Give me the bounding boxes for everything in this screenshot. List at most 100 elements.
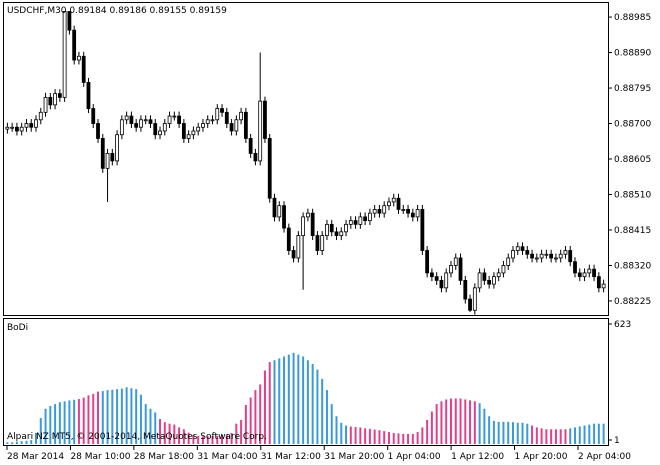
candle-body bbox=[196, 126, 201, 132]
candle bbox=[554, 253, 558, 263]
candle-body bbox=[587, 268, 592, 274]
price-tick-label: 0.88795 bbox=[614, 84, 651, 94]
candle bbox=[224, 107, 229, 128]
candle-body bbox=[296, 235, 301, 259]
candle bbox=[291, 246, 296, 263]
candle-body bbox=[377, 209, 382, 214]
candle bbox=[520, 242, 525, 255]
time-tick-label: 1 Apr 04:00 bbox=[388, 452, 441, 462]
candle-body bbox=[243, 111, 248, 139]
indicator-frame bbox=[3, 318, 609, 446]
candle bbox=[534, 253, 539, 263]
candle-body bbox=[86, 82, 91, 109]
candle bbox=[53, 89, 57, 110]
candle-body bbox=[387, 201, 391, 207]
candle-body bbox=[305, 212, 310, 218]
candle-body bbox=[215, 108, 220, 121]
candle-body bbox=[158, 130, 162, 136]
candle-body bbox=[57, 93, 62, 98]
candle-body bbox=[139, 119, 143, 128]
candle bbox=[430, 268, 434, 282]
candle-body bbox=[367, 212, 372, 222]
candle-body bbox=[38, 111, 43, 121]
time-tick-label: 31 Mar 20:00 bbox=[324, 452, 384, 462]
candle-body bbox=[210, 119, 215, 122]
candle bbox=[472, 283, 477, 315]
candle bbox=[277, 201, 282, 222]
candle-body bbox=[205, 119, 210, 124]
candle-body bbox=[24, 123, 29, 128]
candle-body bbox=[434, 276, 439, 281]
candle bbox=[401, 204, 406, 214]
candle bbox=[215, 104, 220, 125]
time-axis: 28 Mar 2014 28 Mar 10:00 28 Mar 18:00 31 Ma… bbox=[6, 446, 631, 462]
candle-body bbox=[534, 257, 539, 260]
candle bbox=[449, 260, 453, 278]
candle bbox=[344, 219, 348, 237]
candle-body bbox=[272, 197, 277, 218]
candle bbox=[573, 257, 577, 278]
candle bbox=[286, 223, 291, 255]
indicator-name: BoDi bbox=[7, 323, 28, 333]
candle bbox=[167, 111, 172, 128]
candle bbox=[10, 122, 15, 132]
candle-body bbox=[181, 123, 186, 139]
candle-body bbox=[430, 272, 434, 278]
candle-body bbox=[5, 126, 10, 130]
candle bbox=[301, 212, 306, 290]
time-tick-label: 2 Apr 04:00 bbox=[578, 452, 631, 462]
candle-body bbox=[282, 205, 286, 229]
candle-body bbox=[372, 209, 377, 214]
candle bbox=[196, 122, 201, 136]
candle-body bbox=[487, 279, 492, 285]
candle-body bbox=[449, 265, 453, 274]
main-chart-frame bbox=[3, 2, 609, 316]
candle-body bbox=[220, 108, 224, 113]
candle bbox=[511, 246, 515, 263]
candle-body bbox=[267, 138, 272, 199]
candle-body bbox=[596, 276, 601, 289]
candle-body bbox=[592, 268, 596, 278]
candle bbox=[415, 204, 420, 222]
candle bbox=[110, 148, 115, 166]
candle bbox=[492, 272, 496, 289]
candle bbox=[525, 246, 530, 259]
candle-body bbox=[425, 250, 430, 274]
candle bbox=[229, 119, 234, 136]
candle bbox=[353, 216, 358, 229]
candle bbox=[539, 249, 544, 263]
candle bbox=[96, 119, 100, 143]
candle-body bbox=[477, 272, 482, 289]
price-tick-label: 0.88985 bbox=[614, 13, 651, 23]
candle-body bbox=[549, 253, 554, 259]
candle-body bbox=[348, 220, 353, 225]
candle bbox=[377, 204, 382, 218]
copyright-text: Alpari NZ MT5, © 2001-2014, MetaQuotes S… bbox=[7, 432, 267, 442]
candle-body bbox=[177, 115, 181, 124]
candle-body bbox=[229, 123, 234, 132]
candle-body bbox=[568, 250, 573, 263]
candle-body bbox=[134, 123, 139, 128]
candle bbox=[258, 52, 263, 166]
candle-body bbox=[119, 119, 124, 136]
candle bbox=[315, 231, 320, 255]
candle bbox=[72, 25, 77, 65]
price-tick-label: 0.88605 bbox=[614, 155, 651, 165]
candle bbox=[367, 208, 372, 226]
candle bbox=[62, 11, 67, 102]
time-tick-label: 1 Apr 20:00 bbox=[515, 452, 568, 462]
candle-body bbox=[186, 134, 191, 139]
candle-body bbox=[363, 216, 368, 222]
candle bbox=[391, 193, 396, 207]
candle-body bbox=[463, 279, 468, 300]
candle bbox=[100, 133, 105, 173]
candle bbox=[162, 119, 167, 136]
candle-body bbox=[110, 152, 115, 162]
candle-body bbox=[224, 111, 229, 124]
candle bbox=[153, 119, 158, 140]
candle bbox=[372, 204, 377, 218]
candle bbox=[348, 216, 353, 229]
candle bbox=[420, 204, 425, 255]
candle bbox=[220, 104, 224, 117]
